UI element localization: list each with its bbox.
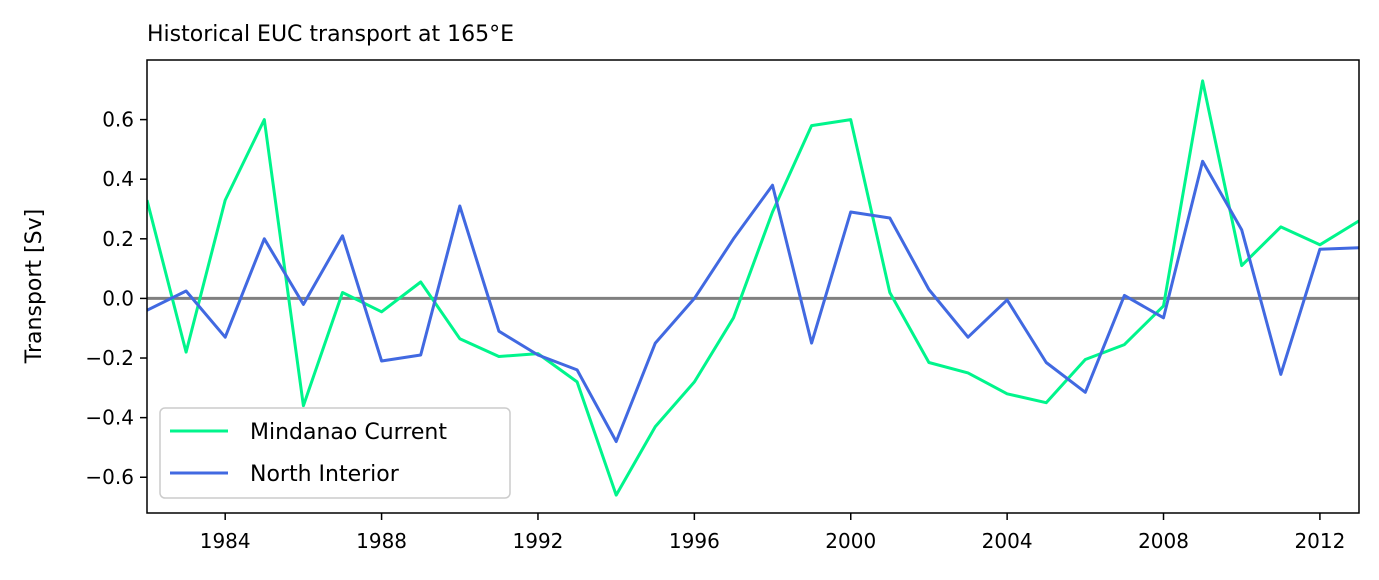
y-tick-label: −0.2 <box>85 346 134 370</box>
x-tick-label: 1992 <box>513 529 564 553</box>
y-tick-label: 0.6 <box>102 108 134 132</box>
x-tick-label: 2012 <box>1294 529 1345 553</box>
series-layer <box>147 79 1359 497</box>
x-tick-label: 1996 <box>669 529 720 553</box>
legend: Mindanao Current North Interior <box>159 407 511 499</box>
x-tick-label: 1988 <box>356 529 407 553</box>
chart-title: Historical EUC transport at 165°E <box>147 22 514 47</box>
y-tick-label: 0.4 <box>102 167 134 191</box>
x-tick-label: 2008 <box>1138 529 1189 553</box>
y-axis: −0.6 −0.4 −0.2 0.0 0.2 0.4 0.6 <box>85 108 147 489</box>
x-axis: 1984 1988 1992 1996 2000 2004 2008 2012 <box>200 513 1345 553</box>
series-line-north-interior <box>147 159 1359 443</box>
plot-frame <box>146 59 1360 514</box>
legend-label-mindanao-current: Mindanao Current <box>250 420 447 445</box>
x-tick-label: 2004 <box>982 529 1033 553</box>
x-tick-label: 1984 <box>200 529 251 553</box>
y-tick-label: 0.2 <box>102 227 134 251</box>
legend-box <box>159 407 511 499</box>
x-tick-label: 2000 <box>825 529 876 553</box>
y-tick-label: 0.0 <box>102 286 134 310</box>
y-tick-label: −0.6 <box>85 465 134 489</box>
legend-label-north-interior: North Interior <box>250 462 400 487</box>
y-tick-label: −0.4 <box>85 406 134 430</box>
y-axis-label: Transport [Sv] <box>22 209 47 364</box>
